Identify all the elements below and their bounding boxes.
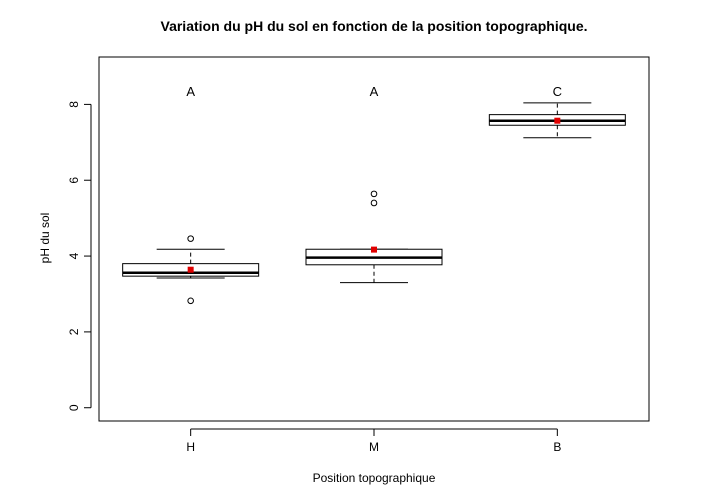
chart-title: Variation du pH du sol en fonction de la…: [161, 18, 588, 34]
mean-marker: [554, 117, 561, 124]
y-axis: 0 2 4 6 8: [67, 101, 92, 411]
y-tick-label: 0: [67, 404, 81, 411]
group-letter-B: C: [553, 84, 562, 99]
mean-marker: [371, 246, 377, 253]
plot-frame: [98, 56, 650, 422]
y-tick-label: 6: [67, 177, 81, 184]
mean-marker: [187, 266, 194, 273]
box-H: [122, 235, 260, 305]
y-tick-label: 8: [67, 101, 81, 108]
x-tick-label: B: [553, 440, 561, 454]
y-axis-label: pH du sol: [38, 213, 52, 264]
y-tick-label: 4: [67, 252, 81, 259]
box-M: [305, 190, 443, 284]
outlier-point: [370, 190, 378, 198]
group-letter-H: A: [186, 84, 195, 99]
box-B: [488, 102, 626, 139]
x-tick-label: M: [369, 440, 379, 454]
outlier-point: [187, 235, 194, 242]
y-tick-label: 2: [67, 328, 81, 335]
x-tick-label: H: [186, 440, 195, 454]
outlier-point: [370, 199, 378, 207]
x-axis-label: Position topographique: [313, 471, 436, 485]
boxes: [122, 102, 626, 305]
outlier-point: [187, 297, 194, 305]
group-letter-M: A: [370, 84, 379, 99]
